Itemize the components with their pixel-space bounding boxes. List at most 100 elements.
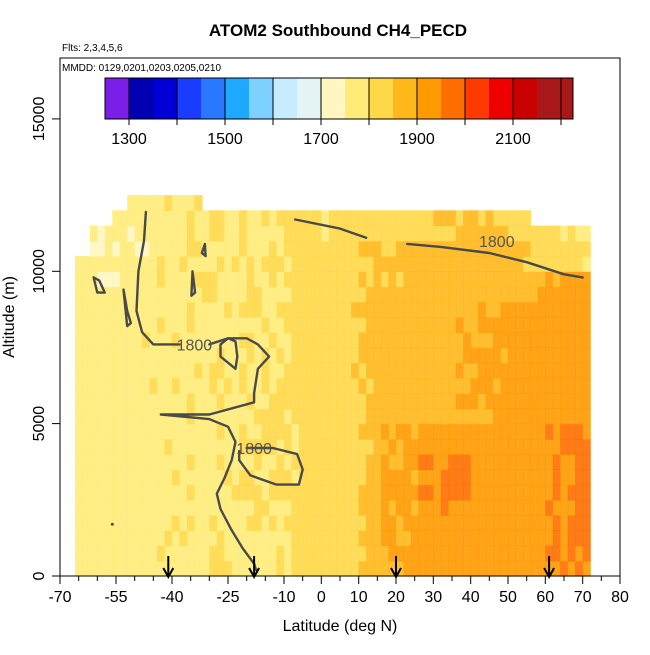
heatmap-cell — [396, 317, 405, 333]
heatmap-cell — [582, 377, 591, 394]
heatmap-cell — [246, 545, 255, 562]
heatmap-cell — [522, 545, 531, 562]
heatmap-cell — [560, 454, 569, 470]
heatmap-cell — [224, 469, 233, 486]
colorbar-segment — [297, 78, 322, 119]
heatmap-cell — [261, 408, 270, 425]
heatmap-cell — [351, 454, 360, 470]
heatmap-cell — [112, 438, 121, 455]
heatmap-cell — [433, 347, 442, 364]
heatmap-cell — [194, 408, 203, 425]
heatmap-cell — [127, 271, 136, 288]
heatmap-cell — [537, 240, 546, 257]
heatmap-cell — [164, 377, 173, 394]
heatmap-cell — [142, 240, 151, 257]
heatmap-cell — [231, 256, 240, 272]
heatmap-cell — [440, 408, 449, 425]
heatmap-cell — [552, 271, 561, 288]
heatmap-cell — [351, 423, 360, 440]
heatmap-cell — [522, 225, 531, 242]
heatmap-cell — [410, 530, 419, 547]
heatmap-cell — [209, 530, 218, 547]
heatmap-cell — [298, 286, 307, 303]
heatmap-cell — [127, 362, 136, 379]
heatmap-cell — [246, 347, 255, 364]
heatmap-cell — [179, 377, 188, 394]
heatmap-cell — [373, 454, 382, 470]
heatmap-cell — [478, 377, 487, 394]
heatmap-cell — [269, 515, 278, 531]
heatmap-cell — [201, 408, 210, 425]
heatmap-cell — [373, 484, 382, 501]
heatmap-cell — [291, 484, 300, 501]
heatmap-cell — [172, 545, 181, 562]
heatmap-cell — [269, 560, 278, 577]
heatmap-cell — [366, 210, 375, 227]
heatmap-cell — [560, 423, 569, 440]
heatmap-cell — [261, 271, 270, 288]
heatmap-cell — [373, 240, 382, 257]
heatmap-cell — [209, 469, 218, 486]
heatmap-cell — [552, 256, 561, 272]
heatmap-cell — [343, 347, 352, 364]
heatmap-cell — [358, 423, 367, 440]
heatmap-cell — [470, 515, 479, 531]
heatmap-cell — [433, 469, 442, 486]
heatmap-cell — [530, 515, 539, 531]
contour-line — [200, 242, 207, 258]
heatmap-cell — [358, 210, 367, 227]
heatmap-cell — [97, 301, 106, 318]
heatmap-cell — [500, 438, 509, 455]
heatmap-cell — [448, 499, 457, 516]
heatmap-cell — [485, 393, 494, 410]
heatmap-cell — [530, 530, 539, 547]
heatmap-cell — [269, 271, 278, 288]
heatmap-cell — [433, 484, 442, 501]
heatmap-cell — [231, 301, 240, 318]
heatmap-cell — [149, 545, 158, 562]
heatmap-cell — [396, 347, 405, 364]
heatmap-cell — [97, 499, 106, 516]
heatmap-cell — [224, 271, 233, 288]
heatmap-cell — [89, 484, 98, 501]
heatmap-cell — [142, 454, 151, 470]
heatmap-cell — [186, 256, 195, 272]
heatmap-cell — [508, 332, 517, 349]
heatmap-cell — [104, 362, 113, 379]
heatmap-cell — [194, 271, 203, 288]
heatmap-cell — [493, 362, 502, 379]
heatmap-cell — [231, 225, 240, 242]
heatmap-cell — [373, 530, 382, 547]
heatmap-cell — [231, 423, 240, 440]
heatmap-cell — [425, 438, 434, 455]
heatmap — [74, 195, 591, 577]
heatmap-cell — [298, 332, 307, 349]
heatmap-cell — [82, 256, 91, 272]
heatmap-cell — [336, 317, 345, 333]
heatmap-cell — [82, 515, 91, 531]
heatmap-cell — [194, 301, 203, 318]
heatmap-cell — [74, 438, 83, 455]
heatmap-cell — [493, 530, 502, 547]
heatmap-cell — [97, 423, 106, 440]
heatmap-cell — [224, 332, 233, 349]
heatmap-cell — [127, 499, 136, 516]
heatmap-cell — [313, 271, 322, 288]
heatmap-cell — [373, 210, 382, 227]
heatmap-cell — [388, 469, 397, 486]
heatmap-cell — [74, 469, 83, 486]
heatmap-cell — [284, 469, 293, 486]
heatmap-cell — [560, 530, 569, 547]
heatmap-cell — [425, 560, 434, 577]
heatmap-cell — [455, 362, 464, 379]
heatmap-cell — [381, 377, 390, 394]
heatmap-cell — [298, 240, 307, 257]
heatmap-cell — [515, 454, 524, 470]
heatmap-cell — [493, 393, 502, 410]
heatmap-cell — [328, 240, 337, 257]
heatmap-cell — [448, 515, 457, 531]
heatmap-cell — [448, 545, 457, 562]
heatmap-cell — [186, 347, 195, 364]
heatmap-cell — [485, 362, 494, 379]
heatmap-cell — [97, 256, 106, 272]
